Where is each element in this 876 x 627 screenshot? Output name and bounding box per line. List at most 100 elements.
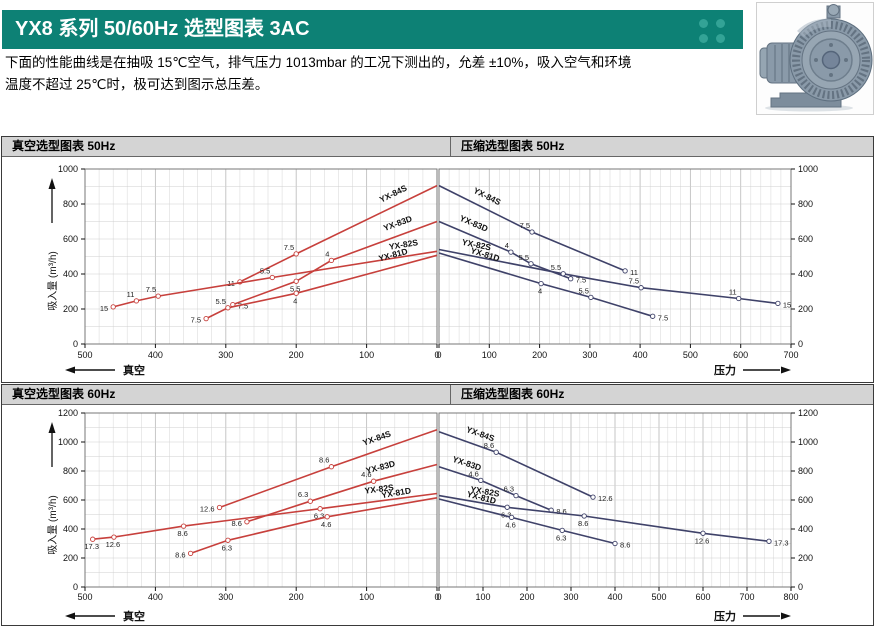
- svg-text:4: 4: [293, 296, 297, 305]
- svg-text:100: 100: [482, 350, 497, 360]
- svg-text:100: 100: [359, 350, 374, 360]
- svg-text:400: 400: [63, 524, 78, 534]
- svg-text:8.6: 8.6: [578, 519, 588, 528]
- svg-text:7.5: 7.5: [629, 277, 639, 286]
- decor-dot: [699, 34, 708, 43]
- svg-text:1200: 1200: [58, 408, 78, 418]
- svg-text:4: 4: [505, 241, 509, 250]
- svg-text:YX-81D: YX-81D: [381, 485, 412, 500]
- svg-text:500: 500: [77, 350, 92, 360]
- svg-text:8.6: 8.6: [231, 519, 241, 528]
- svg-text:200: 200: [519, 592, 534, 602]
- svg-text:400: 400: [148, 350, 163, 360]
- svg-text:6.3: 6.3: [314, 512, 324, 521]
- svg-text:15: 15: [100, 304, 108, 313]
- svg-text:200: 200: [63, 304, 78, 314]
- svg-text:7.5: 7.5: [576, 276, 586, 285]
- svg-text:YX-82S: YX-82S: [470, 484, 501, 499]
- svg-text:0: 0: [434, 592, 439, 602]
- svg-text:11: 11: [127, 290, 135, 299]
- title-bar: YX8 系列 50/60Hz 选型图表 3AC: [2, 10, 743, 49]
- svg-text:5.5: 5.5: [260, 267, 270, 276]
- svg-text:8.6: 8.6: [620, 541, 630, 550]
- svg-text:7.5: 7.5: [191, 316, 201, 325]
- svg-text:0: 0: [436, 592, 441, 602]
- chart-title-pressure-60hz: 压缩选型图表 60Hz: [461, 387, 565, 401]
- svg-text:400: 400: [148, 592, 163, 602]
- svg-text:500: 500: [77, 592, 92, 602]
- svg-text:5.5: 5.5: [519, 253, 529, 262]
- svg-text:4: 4: [325, 249, 329, 258]
- svg-text:8.6: 8.6: [177, 529, 187, 538]
- svg-text:1200: 1200: [798, 408, 818, 418]
- svg-text:7.5: 7.5: [146, 285, 156, 294]
- svg-text:1000: 1000: [58, 437, 78, 447]
- svg-text:400: 400: [798, 269, 813, 279]
- svg-text:4: 4: [538, 287, 542, 296]
- chart-title-vacuum-60hz: 真空选型图表 60Hz: [2, 385, 451, 404]
- svg-text:400: 400: [63, 269, 78, 279]
- svg-text:5.5: 5.5: [578, 286, 588, 295]
- svg-text:6.3: 6.3: [298, 490, 308, 499]
- svg-text:17.3: 17.3: [774, 538, 789, 547]
- svg-text:YX-82S: YX-82S: [388, 237, 419, 252]
- svg-text:4.6: 4.6: [505, 520, 515, 529]
- svg-text:300: 300: [563, 592, 578, 602]
- svg-text:700: 700: [739, 592, 754, 602]
- svg-text:12.6: 12.6: [695, 536, 710, 545]
- svg-text:800: 800: [783, 592, 798, 602]
- svg-text:6.3: 6.3: [504, 485, 514, 494]
- svg-text:0: 0: [798, 582, 803, 592]
- svg-text:5.5: 5.5: [290, 284, 300, 293]
- svg-text:YX-84S: YX-84S: [465, 424, 496, 443]
- svg-text:600: 600: [63, 495, 78, 505]
- svg-text:700: 700: [783, 350, 798, 360]
- svg-text:500: 500: [651, 592, 666, 602]
- svg-text:0: 0: [434, 350, 439, 360]
- svg-text:8.6: 8.6: [319, 456, 329, 465]
- svg-text:300: 300: [218, 592, 233, 602]
- svg-text:YX-83D: YX-83D: [458, 213, 489, 234]
- svg-text:12.6: 12.6: [598, 494, 613, 503]
- svg-text:500: 500: [683, 350, 698, 360]
- svg-text:0: 0: [73, 339, 78, 349]
- svg-text:6.3: 6.3: [556, 533, 566, 542]
- svg-text:吸入量 (m³/h): 吸入量 (m³/h): [47, 251, 59, 310]
- intro-text: 下面的性能曲线是在抽吸 15℃空气，排气压力 1013mbar 的工况下测出的，…: [5, 52, 753, 96]
- svg-text:0: 0: [73, 582, 78, 592]
- blower-illustration: [759, 4, 873, 112]
- product-photo: [756, 2, 874, 115]
- svg-text:12.6: 12.6: [106, 540, 121, 549]
- intro-line-1: 下面的性能曲线是在抽吸 15℃空气，排气压力 1013mbar 的工况下测出的，…: [5, 55, 632, 70]
- svg-text:200: 200: [798, 553, 813, 563]
- svg-text:800: 800: [63, 466, 78, 476]
- svg-text:1000: 1000: [798, 437, 818, 447]
- svg-text:400: 400: [607, 592, 622, 602]
- svg-text:6.3: 6.3: [501, 510, 511, 519]
- chart-panel-50hz-header: 真空选型图表 50Hz 压缩选型图表 50Hz: [2, 137, 873, 157]
- svg-text:8.6: 8.6: [556, 507, 566, 516]
- svg-text:400: 400: [798, 524, 813, 534]
- svg-text:17.3: 17.3: [84, 542, 99, 551]
- svg-text:5.5: 5.5: [215, 297, 225, 306]
- svg-text:7.5: 7.5: [520, 221, 530, 230]
- page-title: YX8 系列 50/60Hz 选型图表 3AC: [15, 18, 310, 40]
- chart-panel-50hz: 真空选型图表 50Hz 压缩选型图表 50Hz 500 400 300 200 100 0…: [1, 136, 874, 383]
- svg-text:8.6: 8.6: [175, 550, 185, 559]
- svg-text:100: 100: [359, 592, 374, 602]
- svg-text:0: 0: [436, 350, 441, 360]
- intro-line-2: 温度不超过 25℃时，极可达到图示总压差。: [5, 77, 269, 92]
- svg-text:5.5: 5.5: [551, 263, 561, 272]
- svg-text:YX-82S: YX-82S: [364, 482, 395, 496]
- svg-text:YX-84S: YX-84S: [361, 428, 392, 447]
- decor-dot: [699, 19, 708, 28]
- svg-text:1000: 1000: [58, 164, 78, 174]
- svg-text:7.5: 7.5: [658, 313, 668, 322]
- svg-text:YX-81D: YX-81D: [377, 246, 408, 263]
- svg-text:真空: 真空: [123, 363, 145, 377]
- svg-text:4.6: 4.6: [361, 470, 371, 479]
- svg-text:200: 200: [289, 350, 304, 360]
- svg-text:压力: 压力: [714, 363, 736, 377]
- svg-text:800: 800: [798, 466, 813, 476]
- svg-text:4.6: 4.6: [321, 520, 331, 529]
